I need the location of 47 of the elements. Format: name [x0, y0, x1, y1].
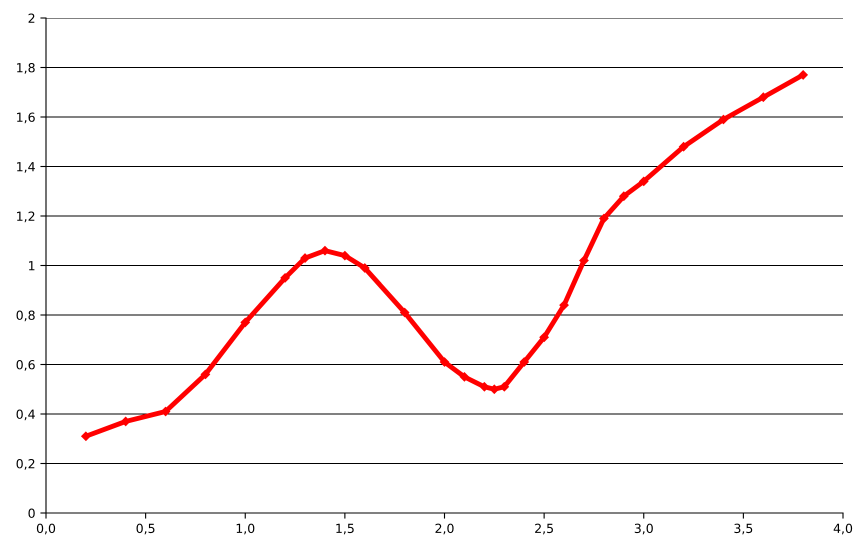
point [540, 332, 549, 342]
point [490, 384, 499, 394]
point [599, 214, 609, 224]
point [400, 308, 410, 318]
point [320, 246, 330, 256]
point [360, 263, 370, 273]
point [200, 370, 210, 380]
y-tick-label: 1,8 [17, 62, 35, 74]
point [460, 372, 470, 382]
point [639, 176, 648, 186]
y-tick-label: 0,6 [16, 360, 35, 371]
point [718, 114, 728, 124]
x-tick-label: 0,5 [136, 524, 154, 534]
point [440, 357, 450, 367]
x-tick-label: 3,5 [734, 524, 752, 534]
point [500, 382, 509, 392]
y-tick-label: 1,4 [17, 162, 35, 173]
x-tick-label: 2,5 [535, 524, 553, 534]
point [121, 416, 130, 426]
x-tick-label: 1,5 [336, 524, 354, 534]
y-tick-label: 2 [28, 13, 34, 23]
point [280, 273, 290, 282]
point [160, 406, 170, 416]
y-tick-label: 0 [28, 508, 35, 518]
point [559, 300, 569, 310]
y-tick-label: 0,2 [16, 458, 34, 470]
point [520, 357, 529, 367]
x-tick-label: 1,0 [236, 524, 254, 534]
x-tick-label: 4,0 [834, 524, 852, 534]
x-tick-label: 2,0 [435, 524, 454, 534]
y-tick-label: 0,4 [16, 409, 35, 420]
y-tick-label: 1,2 [17, 211, 34, 222]
point [300, 253, 310, 263]
point [340, 250, 350, 260]
point [480, 382, 489, 392]
point [240, 318, 250, 328]
y-tick-label: 1 [29, 261, 34, 270]
point [619, 192, 628, 201]
point [798, 70, 808, 80]
point [579, 256, 589, 266]
x-tick-label: 0,0 [36, 524, 56, 534]
point [678, 142, 688, 152]
x-tick-label: 3,0 [634, 524, 653, 534]
y-tick-label: 1,6 [17, 112, 35, 124]
point [81, 432, 90, 441]
y-tick-label: 0,8 [16, 310, 35, 322]
point [758, 92, 768, 102]
